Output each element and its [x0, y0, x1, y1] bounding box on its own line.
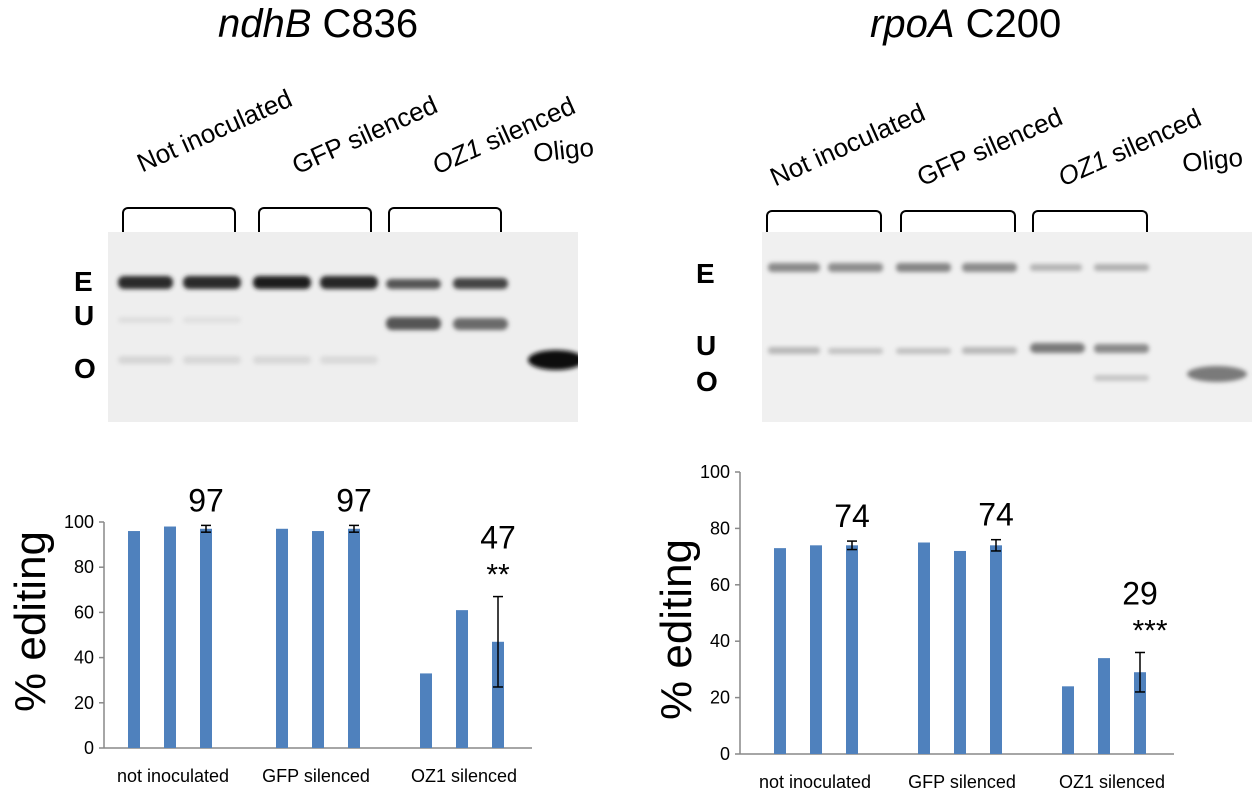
y-tick-label: 20: [710, 688, 730, 708]
x-group-label: OZ1 silenced: [1059, 772, 1165, 792]
x-group-label: not inoculated: [759, 772, 871, 792]
x-group-label: not inoculated: [117, 766, 229, 786]
bar: [492, 641, 504, 748]
gene-name: ndhB: [218, 2, 312, 46]
bracket-gfp-silenced: [900, 210, 1016, 242]
bar: [1062, 686, 1074, 754]
y-tick-label: 20: [74, 693, 94, 713]
bar: [918, 542, 930, 754]
band-label-o: O: [74, 353, 96, 384]
bar: [420, 673, 432, 748]
gene-name: rpoA: [870, 2, 955, 46]
band-label-e: E: [74, 266, 93, 297]
x-group-label: OZ1 silenced: [411, 766, 517, 786]
lane-label-oligo: Oligo: [1180, 141, 1245, 179]
x-group-label: GFP silenced: [262, 766, 370, 786]
panel-ndhB: ndhB C836 Not inoculated GFP silenced OZ…: [0, 0, 620, 800]
bracket-oz1-silenced: [1032, 210, 1148, 242]
value-annotation: 29: [1122, 575, 1158, 611]
bracket-not-inoculated: [122, 207, 236, 239]
bracket-not-inoculated: [766, 210, 882, 242]
bar: [1098, 658, 1110, 754]
y-tick-label: 40: [710, 631, 730, 651]
value-annotation: 97: [336, 482, 372, 518]
y-tick-label: 100: [700, 462, 730, 482]
bar: [456, 610, 468, 748]
bar: [846, 545, 858, 754]
lane-label-not-inoculated: Not inoculated: [765, 97, 930, 193]
gel-image: [108, 232, 578, 422]
lane-label-gfp-silenced: GFP silenced: [287, 89, 442, 181]
y-tick-label: 0: [720, 744, 730, 764]
lane-label-not-inoculated: Not inoculated: [132, 83, 297, 179]
panel-rpoA: rpoA C200 Not inoculated GFP silenced OZ…: [628, 0, 1252, 800]
y-tick-label: 80: [710, 518, 730, 538]
bar-chart-ndhB: 0 20 40 60 80 100 97 not inoculated 97 GFP silenc…: [64, 482, 532, 786]
panel-title: rpoA C200: [870, 2, 1061, 47]
bar: [312, 531, 324, 748]
lane-label-oligo: Oligo: [531, 131, 596, 169]
value-annotation: 47: [480, 520, 516, 556]
significance-marker: **: [486, 559, 510, 592]
site-name: C836: [322, 2, 419, 46]
significance-marker: ***: [1132, 614, 1167, 647]
lane-label-gfp-silenced: GFP silenced: [912, 101, 1067, 193]
band-label-o: O: [696, 366, 718, 397]
x-group-label: GFP silenced: [908, 772, 1016, 792]
band-label-e: E: [696, 258, 715, 289]
value-annotation: 97: [188, 482, 224, 518]
site-name: C200: [965, 2, 1062, 46]
value-annotation: 74: [834, 498, 870, 534]
y-tick-label: 0: [84, 738, 94, 758]
bar: [810, 545, 822, 754]
y-tick-label: 80: [74, 557, 94, 577]
y-tick-label: 100: [64, 512, 94, 532]
bracket-oz1-silenced: [388, 207, 502, 239]
y-tick-label: 60: [74, 602, 94, 622]
bar: [276, 528, 288, 748]
value-annotation: 74: [978, 497, 1014, 533]
bar: [164, 526, 176, 748]
bar: [348, 528, 360, 748]
bar: [990, 545, 1002, 754]
bar: [954, 550, 966, 754]
band-label-u: U: [74, 300, 95, 331]
panel-title: ndhB C836: [218, 2, 418, 47]
bar: [774, 548, 786, 754]
y-tick-label: 40: [74, 648, 94, 668]
bar-chart-rpoA: 0 20 40 60 80 100 74 not inoculated 74 GFP silenc…: [700, 462, 1174, 792]
bar: [128, 531, 140, 748]
bracket-gfp-silenced: [258, 207, 372, 239]
bar: [200, 528, 212, 748]
y-tick-label: 60: [710, 575, 730, 595]
band-label-u: U: [696, 330, 717, 361]
gel-image: [762, 232, 1252, 422]
